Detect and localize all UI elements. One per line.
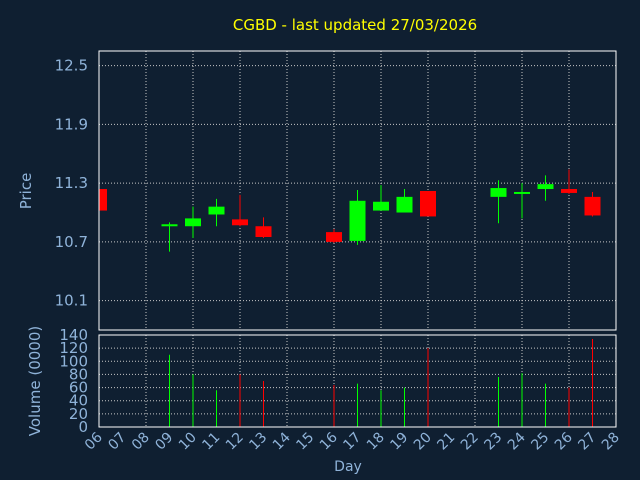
price-tick-label: 11.9 <box>55 115 88 133</box>
volume-tick-label: 120 <box>59 339 88 357</box>
candle-body <box>584 196 601 216</box>
volume-tick-label: 80 <box>69 365 88 383</box>
volume-tick-label: 20 <box>69 405 88 423</box>
x-axis-ticks: 06 07 08 09 10 11 12 13 14 15 16 17 18 19 20 21 22 23 24 25… <box>82 429 623 453</box>
volume-tick-label: 40 <box>69 392 88 410</box>
volume-panel-frame <box>98 334 617 428</box>
price-axis-label: Price <box>17 173 35 210</box>
volume-tick-label: 100 <box>59 352 88 370</box>
candle <box>232 194 248 227</box>
chart-title: CGBD - last updated 27/03/2026 <box>233 16 477 34</box>
volume-tick-label: 140 <box>59 326 88 344</box>
candle <box>326 229 342 243</box>
price-tick-label: 11.3 <box>55 174 88 192</box>
candle <box>514 183 530 219</box>
candle-body <box>326 232 342 242</box>
candle <box>185 206 201 238</box>
candle-body <box>185 218 201 227</box>
candle-body <box>420 190 436 217</box>
volume-tick-label: 0 <box>78 418 88 436</box>
price-tick-label: 12.5 <box>55 57 88 75</box>
candle-body <box>561 189 577 193</box>
candle-body <box>255 226 272 237</box>
candle <box>561 169 577 194</box>
candle <box>490 180 507 224</box>
volume-tick-label: 60 <box>69 379 88 397</box>
candle-body <box>349 200 366 241</box>
candle-body <box>373 201 389 211</box>
candle-body <box>232 219 248 226</box>
candle <box>584 191 601 217</box>
price-panel: 12.5 11.9 11.3 10.7 10.1 Price <box>17 50 617 331</box>
candle-body <box>161 224 178 227</box>
candle-body <box>514 191 530 194</box>
candle-body <box>537 184 554 190</box>
candle <box>161 222 178 252</box>
candle <box>208 198 225 227</box>
volume-axis-label: Volume (0000) <box>26 326 44 436</box>
candle-body <box>490 188 507 197</box>
candle <box>373 185 389 211</box>
candle-body <box>99 189 107 211</box>
price-tick-label: 10.1 <box>55 292 88 310</box>
candlesticks <box>98 169 601 252</box>
candle-body <box>208 206 225 215</box>
candle <box>98 187 107 211</box>
price-y-axis-ticks: 12.5 11.9 11.3 10.7 10.1 <box>55 57 88 310</box>
candle <box>255 217 272 238</box>
candle <box>396 189 413 213</box>
x-axis-label: Day <box>334 459 362 475</box>
candle-body <box>396 196 413 213</box>
volume-bars <box>169 338 593 427</box>
candle <box>420 190 436 217</box>
price-tick-label: 10.7 <box>55 233 88 251</box>
candle <box>537 175 554 201</box>
candle <box>349 190 366 245</box>
price-panel-frame <box>98 50 617 331</box>
